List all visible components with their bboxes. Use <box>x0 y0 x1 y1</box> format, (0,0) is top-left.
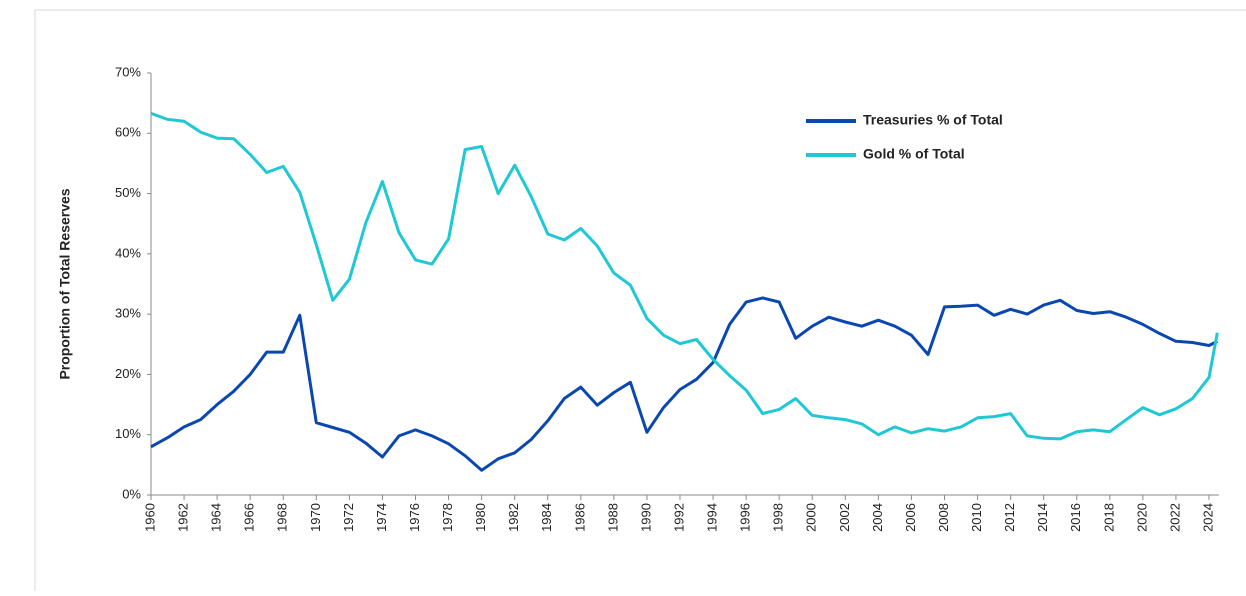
x-tick-label: 1964 <box>209 503 224 532</box>
y-tick-label: 0% <box>122 486 141 501</box>
x-tick-label: 1984 <box>539 503 554 532</box>
y-tick-label: 60% <box>115 125 141 140</box>
x-tick-label: 1966 <box>242 503 257 532</box>
x-tick-label: 1978 <box>440 503 455 532</box>
x-tick-label: 1980 <box>473 503 488 532</box>
x-tick-label: 1990 <box>638 503 653 532</box>
x-tick-label: 2002 <box>837 503 852 532</box>
x-tick-label: 2018 <box>1101 503 1116 532</box>
frame <box>34 9 1246 591</box>
x-tick-label: 1960 <box>142 503 157 532</box>
x-tick-label: 1968 <box>275 503 290 532</box>
x-tick-label: 2014 <box>1035 503 1050 532</box>
x-tick-label: 2020 <box>1134 503 1149 532</box>
x-tick-label: 1974 <box>374 503 389 532</box>
x-tick-label: 2008 <box>936 503 951 532</box>
x-tick-label: 1992 <box>671 503 686 532</box>
x-tick-label: 2022 <box>1167 503 1182 532</box>
series-line <box>150 296 1218 472</box>
x-tick-label: 1996 <box>738 503 753 532</box>
x-tick-label: 2012 <box>1002 503 1017 532</box>
x-tick-label: 1976 <box>407 503 422 532</box>
y-axis-label: Proportion of Total Reserves <box>57 188 73 379</box>
y-tick-label: 10% <box>115 426 141 441</box>
y-tick-label: 70% <box>115 64 141 79</box>
x-tick-label: 1988 <box>605 503 620 532</box>
x-tick-label: 1982 <box>506 503 521 532</box>
x-tick-label: 1994 <box>705 503 720 532</box>
x-tick-label: 2010 <box>969 503 984 532</box>
legend-label: Gold % of Total <box>863 146 965 162</box>
x-tick-label: 1962 <box>176 503 191 532</box>
x-tick-label: 1998 <box>771 503 786 532</box>
x-tick-label: 2016 <box>1068 503 1083 532</box>
legend-label: Treasuries % of Total <box>863 112 1003 128</box>
x-tick-label: 2024 <box>1200 503 1215 532</box>
x-tick-label: 1986 <box>572 503 587 532</box>
x-tick-label: 1970 <box>308 503 323 532</box>
x-tick-label: 1972 <box>341 503 356 532</box>
x-tick-label: 2000 <box>804 503 819 532</box>
y-tick-label: 40% <box>115 245 141 260</box>
x-tick-label: 2006 <box>903 503 918 532</box>
y-tick-label: 50% <box>115 185 141 200</box>
y-tick-label: 30% <box>115 306 141 321</box>
x-tick-label: 2004 <box>870 503 885 532</box>
y-tick-label: 20% <box>115 366 141 381</box>
series-line <box>150 111 1219 441</box>
